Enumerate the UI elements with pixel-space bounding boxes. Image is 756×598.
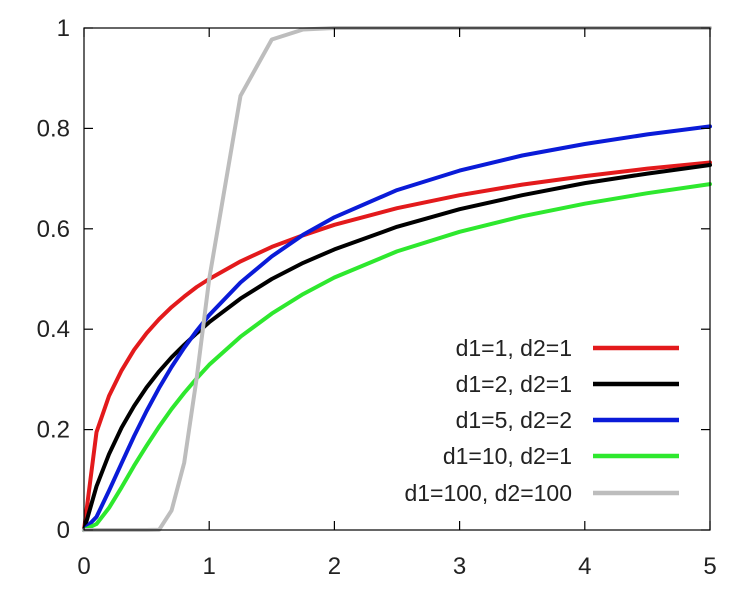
y-tick-label: 0.4 bbox=[37, 316, 70, 343]
series-line-4 bbox=[82, 182, 712, 532]
y-tick-label: 1 bbox=[57, 15, 70, 42]
legend-label: d1=10, d2=1 bbox=[443, 443, 572, 469]
series-line-2 bbox=[82, 163, 712, 532]
axes: 0 1 2 3 4 5 0 0.2 0.4 0.6 0.8 1 bbox=[37, 15, 717, 580]
legend-label: d1=5, d2=2 bbox=[456, 407, 572, 433]
x-tick-label: 4 bbox=[578, 553, 591, 580]
legend: d1=1, d2=1 d1=2, d2=1 d1=5, d2=2 d1=10, d2=… bbox=[404, 335, 679, 506]
x-tick-label: 2 bbox=[328, 553, 341, 580]
series-line-3 bbox=[82, 124, 712, 532]
plot-frame bbox=[83, 27, 711, 531]
x-tick-label: 1 bbox=[203, 553, 216, 580]
y-tick-label: 0 bbox=[57, 517, 70, 544]
legend-label: d1=100, d2=100 bbox=[404, 480, 572, 506]
x-tick-label: 0 bbox=[77, 553, 90, 580]
x-tick-label: 3 bbox=[453, 553, 466, 580]
y-tick-label: 0.6 bbox=[37, 216, 70, 243]
legend-label: d1=2, d2=1 bbox=[456, 371, 572, 397]
y-tick-label: 0.2 bbox=[37, 417, 70, 444]
x-tick-label: 5 bbox=[703, 553, 716, 580]
y-tick-label: 0.8 bbox=[37, 115, 70, 142]
legend-label: d1=1, d2=1 bbox=[456, 335, 572, 361]
